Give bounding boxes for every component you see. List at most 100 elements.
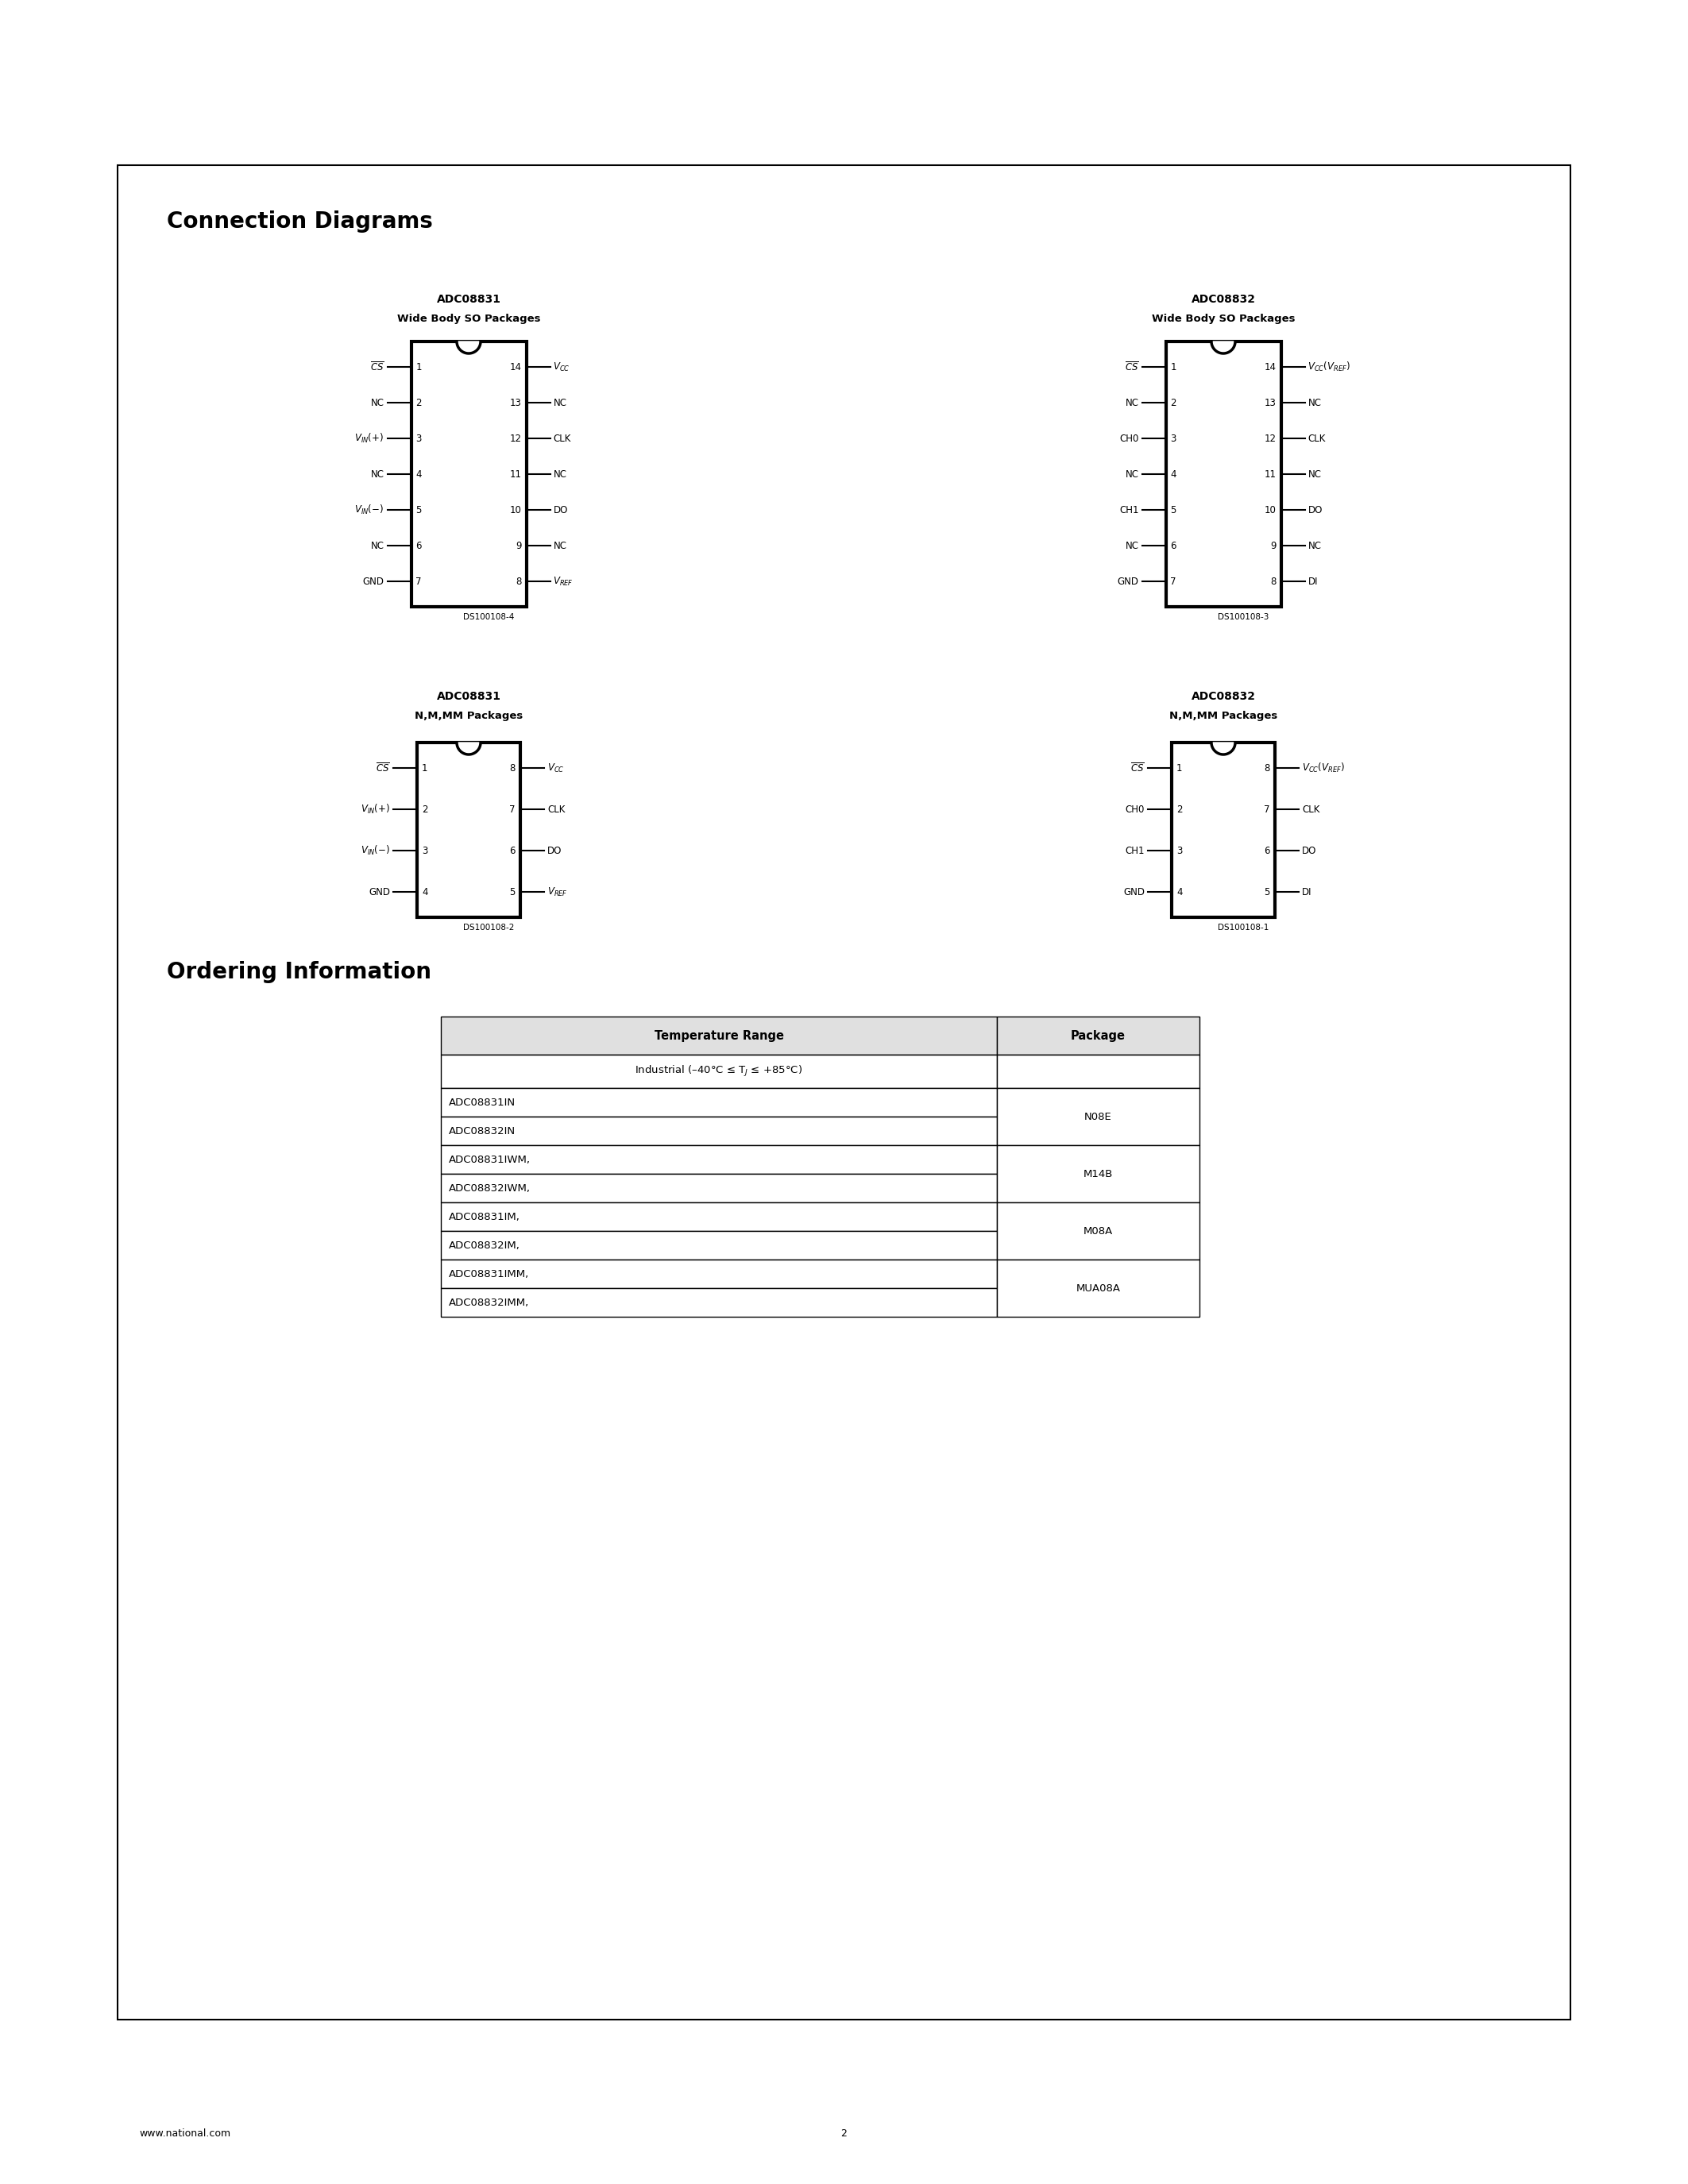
Text: 3: 3	[1177, 845, 1182, 856]
Text: ADC08832IWM,: ADC08832IWM,	[449, 1184, 530, 1192]
Text: NC: NC	[1308, 397, 1322, 408]
Text: 8: 8	[1271, 577, 1276, 587]
Text: DO: DO	[1308, 505, 1322, 515]
Text: ADC08832: ADC08832	[1192, 690, 1256, 701]
Text: GND: GND	[1117, 577, 1139, 587]
Text: Temperature Range: Temperature Range	[655, 1029, 783, 1042]
Text: DI: DI	[1308, 577, 1318, 587]
Text: 2: 2	[1170, 397, 1177, 408]
Bar	[441, 1088, 998, 1116]
Text: 8: 8	[510, 762, 515, 773]
Text: N08E: N08E	[1084, 1112, 1112, 1123]
Bar	[998, 1016, 1200, 1055]
Bar	[441, 1260, 998, 1289]
Text: $\overline{CS}$: $\overline{CS}$	[1131, 762, 1144, 773]
Text: M14B: M14B	[1084, 1168, 1112, 1179]
Text: NC: NC	[1126, 470, 1139, 478]
Text: 2: 2	[422, 804, 427, 815]
Text: $V_{IN}(+)$: $V_{IN}(+)$	[354, 432, 385, 446]
Text: $\overline{CS}$: $\overline{CS}$	[376, 762, 390, 773]
Text: N,M,MM Packages: N,M,MM Packages	[1170, 710, 1278, 721]
Text: DO: DO	[1301, 845, 1317, 856]
Text: NC: NC	[1126, 539, 1139, 550]
Text: CH0: CH0	[1126, 804, 1144, 815]
Bar	[441, 1116, 998, 1144]
Text: 8: 8	[1264, 762, 1269, 773]
Text: ADC08832: ADC08832	[1192, 295, 1256, 306]
Text: Industrial (–40°C ≤ T$_{J}$ ≤ +85°C): Industrial (–40°C ≤ T$_{J}$ ≤ +85°C)	[635, 1064, 803, 1079]
Text: 7: 7	[1170, 577, 1177, 587]
Text: 9: 9	[515, 539, 522, 550]
Text: NC: NC	[371, 539, 385, 550]
Text: 6: 6	[1170, 539, 1177, 550]
Text: 6: 6	[415, 539, 422, 550]
Text: $V_{CC}$: $V_{CC}$	[547, 762, 564, 773]
Text: 10: 10	[510, 505, 522, 515]
Text: 2: 2	[415, 397, 422, 408]
Text: 7: 7	[510, 804, 515, 815]
Text: 2: 2	[1177, 804, 1182, 815]
Text: 12: 12	[1264, 432, 1276, 443]
Text: 14: 14	[1264, 363, 1276, 371]
Text: 12: 12	[510, 432, 522, 443]
Bar	[998, 1203, 1200, 1260]
Text: 10: 10	[1264, 505, 1276, 515]
Text: ADC08831IM,: ADC08831IM,	[449, 1212, 520, 1221]
Text: ADC08832IMM,: ADC08832IMM,	[449, 1297, 530, 1308]
Text: 13: 13	[1264, 397, 1276, 408]
Text: Package: Package	[1070, 1029, 1126, 1042]
Text: NC: NC	[554, 397, 567, 408]
Text: ADC08831IMM,: ADC08831IMM,	[449, 1269, 530, 1280]
Text: N,M,MM Packages: N,M,MM Packages	[415, 710, 523, 721]
Text: 6: 6	[510, 845, 515, 856]
Text: 9: 9	[1269, 539, 1276, 550]
Text: 5: 5	[1264, 887, 1269, 898]
Text: $\overline{CS}$: $\overline{CS}$	[370, 360, 385, 373]
Text: 4: 4	[422, 887, 427, 898]
Text: 3: 3	[422, 845, 427, 856]
Text: ADC08831IWM,: ADC08831IWM,	[449, 1155, 530, 1164]
Text: Ordering Information: Ordering Information	[167, 961, 432, 983]
Polygon shape	[457, 341, 481, 354]
Text: $V_{REF}$: $V_{REF}$	[547, 887, 567, 898]
Text: NC: NC	[371, 470, 385, 478]
Bar	[118, 166, 1570, 2020]
Text: CH1: CH1	[1119, 505, 1139, 515]
Text: GND: GND	[368, 887, 390, 898]
Text: DO: DO	[554, 505, 567, 515]
Text: DS100108-3: DS100108-3	[1217, 614, 1269, 620]
Text: 5: 5	[510, 887, 515, 898]
Text: 4: 4	[1170, 470, 1177, 478]
Text: 1: 1	[1177, 762, 1182, 773]
Text: 7: 7	[1264, 804, 1269, 815]
Text: 4: 4	[1177, 887, 1182, 898]
Text: ADC08831IN: ADC08831IN	[449, 1096, 515, 1107]
Bar	[441, 1289, 998, 1317]
Text: 11: 11	[1264, 470, 1276, 478]
Text: CH1: CH1	[1126, 845, 1144, 856]
Text: DI: DI	[1301, 887, 1312, 898]
Text: DS100108-4: DS100108-4	[463, 614, 515, 620]
Bar	[441, 1016, 998, 1055]
Text: 7: 7	[415, 577, 422, 587]
Text: NC: NC	[1308, 470, 1322, 478]
Text: 5: 5	[1170, 505, 1177, 515]
Text: GND: GND	[363, 577, 385, 587]
Text: $V_{IN}(-)$: $V_{IN}(-)$	[361, 845, 390, 856]
Text: NC: NC	[554, 539, 567, 550]
Bar	[998, 1144, 1200, 1203]
Text: $V_{CC}(V_{REF})$: $V_{CC}(V_{REF})$	[1301, 762, 1345, 775]
Bar	[412, 341, 527, 607]
Text: 1: 1	[422, 762, 427, 773]
Text: $V_{IN}(+)$: $V_{IN}(+)$	[361, 804, 390, 815]
Text: $V_{REF}$: $V_{REF}$	[554, 574, 574, 587]
Bar	[998, 1088, 1200, 1144]
Text: ADC08832IN: ADC08832IN	[449, 1125, 515, 1136]
Text: CLK: CLK	[547, 804, 565, 815]
Text: DS100108-2: DS100108-2	[463, 924, 515, 933]
Bar	[441, 1144, 998, 1173]
Polygon shape	[457, 743, 481, 753]
Text: 11: 11	[510, 470, 522, 478]
Text: CH0: CH0	[1119, 432, 1139, 443]
Polygon shape	[1212, 743, 1236, 753]
